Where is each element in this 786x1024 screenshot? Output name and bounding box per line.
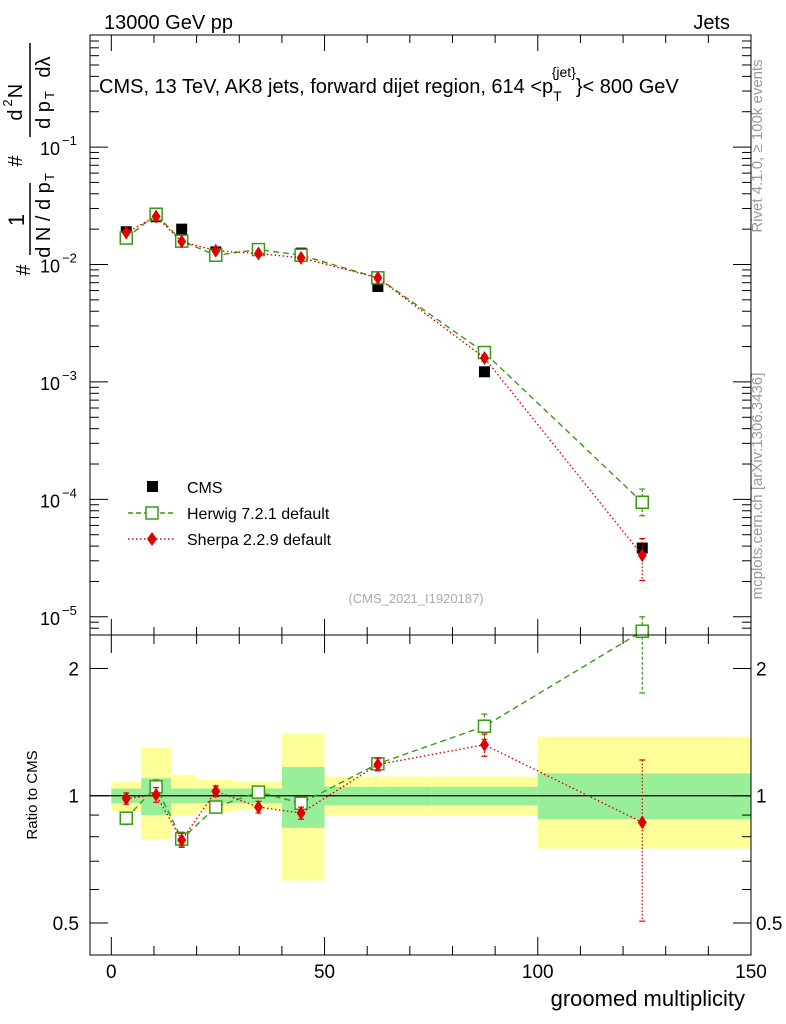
data-point xyxy=(151,787,161,802)
svg-text:2: 2 xyxy=(0,99,15,106)
main-y-ticks: 10−510−410−310−210−1 xyxy=(40,34,752,636)
data-point xyxy=(635,495,650,510)
mcplots-label: mcplots.cern.ch [arXiv:1306.3436] xyxy=(749,373,766,600)
svg-text:d: d xyxy=(5,109,27,120)
main-ytick-exponent: −3 xyxy=(62,368,77,383)
svg-text:#: # xyxy=(5,155,27,167)
legend-item-herwig: Herwig 7.2.1 default xyxy=(128,506,330,523)
data-point xyxy=(373,757,383,772)
xtick-label: 150 xyxy=(735,962,767,983)
svg-text:d p: d p xyxy=(33,101,55,129)
legend-label-sherpa: Sherpa 2.2.9 default xyxy=(187,532,332,549)
data-point xyxy=(478,366,490,378)
legend: CMS Herwig 7.2.1 default Sherpa 2.2.9 de… xyxy=(128,480,332,549)
ratio-frame xyxy=(89,634,752,956)
data-point xyxy=(372,280,384,292)
svg-text:#: # xyxy=(13,264,35,276)
data-point xyxy=(151,209,161,224)
data-point xyxy=(121,225,131,240)
data-point xyxy=(253,246,263,261)
series-line xyxy=(126,744,643,842)
xtick-label: 0 xyxy=(106,962,117,983)
xlabel: groomed multiplicity xyxy=(551,986,745,1011)
main-ytick-exponent: −4 xyxy=(62,485,77,500)
main-ytick-label: 10 xyxy=(40,256,60,276)
data-point xyxy=(636,542,648,554)
legend-label-cms: CMS xyxy=(187,480,223,497)
data-point xyxy=(119,811,133,825)
main-ytick-exponent: −5 xyxy=(62,603,77,618)
data-point xyxy=(177,833,187,848)
svg-text:d N / d p: d N / d p xyxy=(33,182,55,258)
watermark: (CMS_2021_I1920187) xyxy=(348,591,483,606)
main-ytick-exponent: −2 xyxy=(62,250,77,265)
data-point xyxy=(477,719,492,734)
data-point xyxy=(479,737,489,752)
ratio-ytick-label: 2 xyxy=(68,659,79,680)
ratio-ytick-label: 1 xyxy=(68,787,79,808)
ratio-axes: 0.5 0.5 1 1 2 2 0 50 100 150 xyxy=(53,635,782,983)
xtick-label: 100 xyxy=(522,962,554,983)
main-title-sup: {jet} xyxy=(552,64,576,80)
data-point xyxy=(637,548,647,563)
main-ytick-label: 10 xyxy=(40,374,60,394)
ratio-series xyxy=(119,616,650,922)
ratio-panel: 0.5 0.5 1 1 2 2 0 50 100 150 xyxy=(53,616,782,983)
data-point xyxy=(479,350,489,365)
main-panel: 10−510−410−310−210−1 xyxy=(40,34,752,636)
main-title-sub: T xyxy=(553,88,562,104)
svg-text:N: N xyxy=(5,84,27,98)
main-ytick-label: 10 xyxy=(40,139,60,159)
main-ytick-label: 10 xyxy=(40,491,60,511)
data-point xyxy=(296,806,306,821)
data-point xyxy=(253,800,263,815)
data-point xyxy=(296,250,306,265)
ratio-ylabel: Ratio to CMS xyxy=(24,750,41,839)
header-left: 13000 GeV pp xyxy=(104,12,233,34)
data-point xyxy=(209,800,223,814)
main-series xyxy=(119,207,650,582)
ratio-ytick-label-right: 2 xyxy=(756,659,767,680)
data-point xyxy=(121,791,131,806)
data-point xyxy=(637,815,647,830)
svg-text:T: T xyxy=(42,91,57,99)
data-point xyxy=(177,234,187,249)
main-title-tail: }< 800 GeV xyxy=(576,76,680,98)
svg-text:dλ: dλ xyxy=(33,56,55,77)
ratio-ytick-label: 0.5 xyxy=(53,914,79,935)
data-point xyxy=(635,624,650,638)
main-title-main: CMS, 13 TeV, AK8 jets, forward dijet reg… xyxy=(99,76,553,98)
main-ytick-label: 10 xyxy=(40,609,60,629)
data-point xyxy=(211,243,221,258)
series-line xyxy=(125,215,643,556)
main-ylabel: # 1 d N / d p T # d 2 N d p T dλ xyxy=(0,43,57,276)
data-point xyxy=(176,223,188,235)
ratio-ytick-label-right: 0.5 xyxy=(756,914,782,935)
main-title: CMS, 13 TeV, AK8 jets, forward dijet reg… xyxy=(99,64,679,104)
ratio-ytick-label-right: 1 xyxy=(756,787,767,808)
main-ytick-exponent: −1 xyxy=(62,133,77,148)
svg-text:T: T xyxy=(42,173,57,181)
legend-item-sherpa: Sherpa 2.2.9 default xyxy=(128,532,332,549)
xtick-label: 50 xyxy=(314,962,335,983)
svg-text:1: 1 xyxy=(4,214,29,226)
ratio-uncertainty-bands xyxy=(111,733,751,881)
data-point xyxy=(211,784,221,799)
legend-label-herwig: Herwig 7.2.1 default xyxy=(187,506,330,523)
data-point xyxy=(251,785,266,799)
data-point xyxy=(373,270,383,285)
rivet-version-label: Rivet 4.1.0, ≥ 100k events xyxy=(749,59,766,232)
header-right: Jets xyxy=(693,12,730,34)
legend-item-cms: CMS xyxy=(147,480,223,497)
